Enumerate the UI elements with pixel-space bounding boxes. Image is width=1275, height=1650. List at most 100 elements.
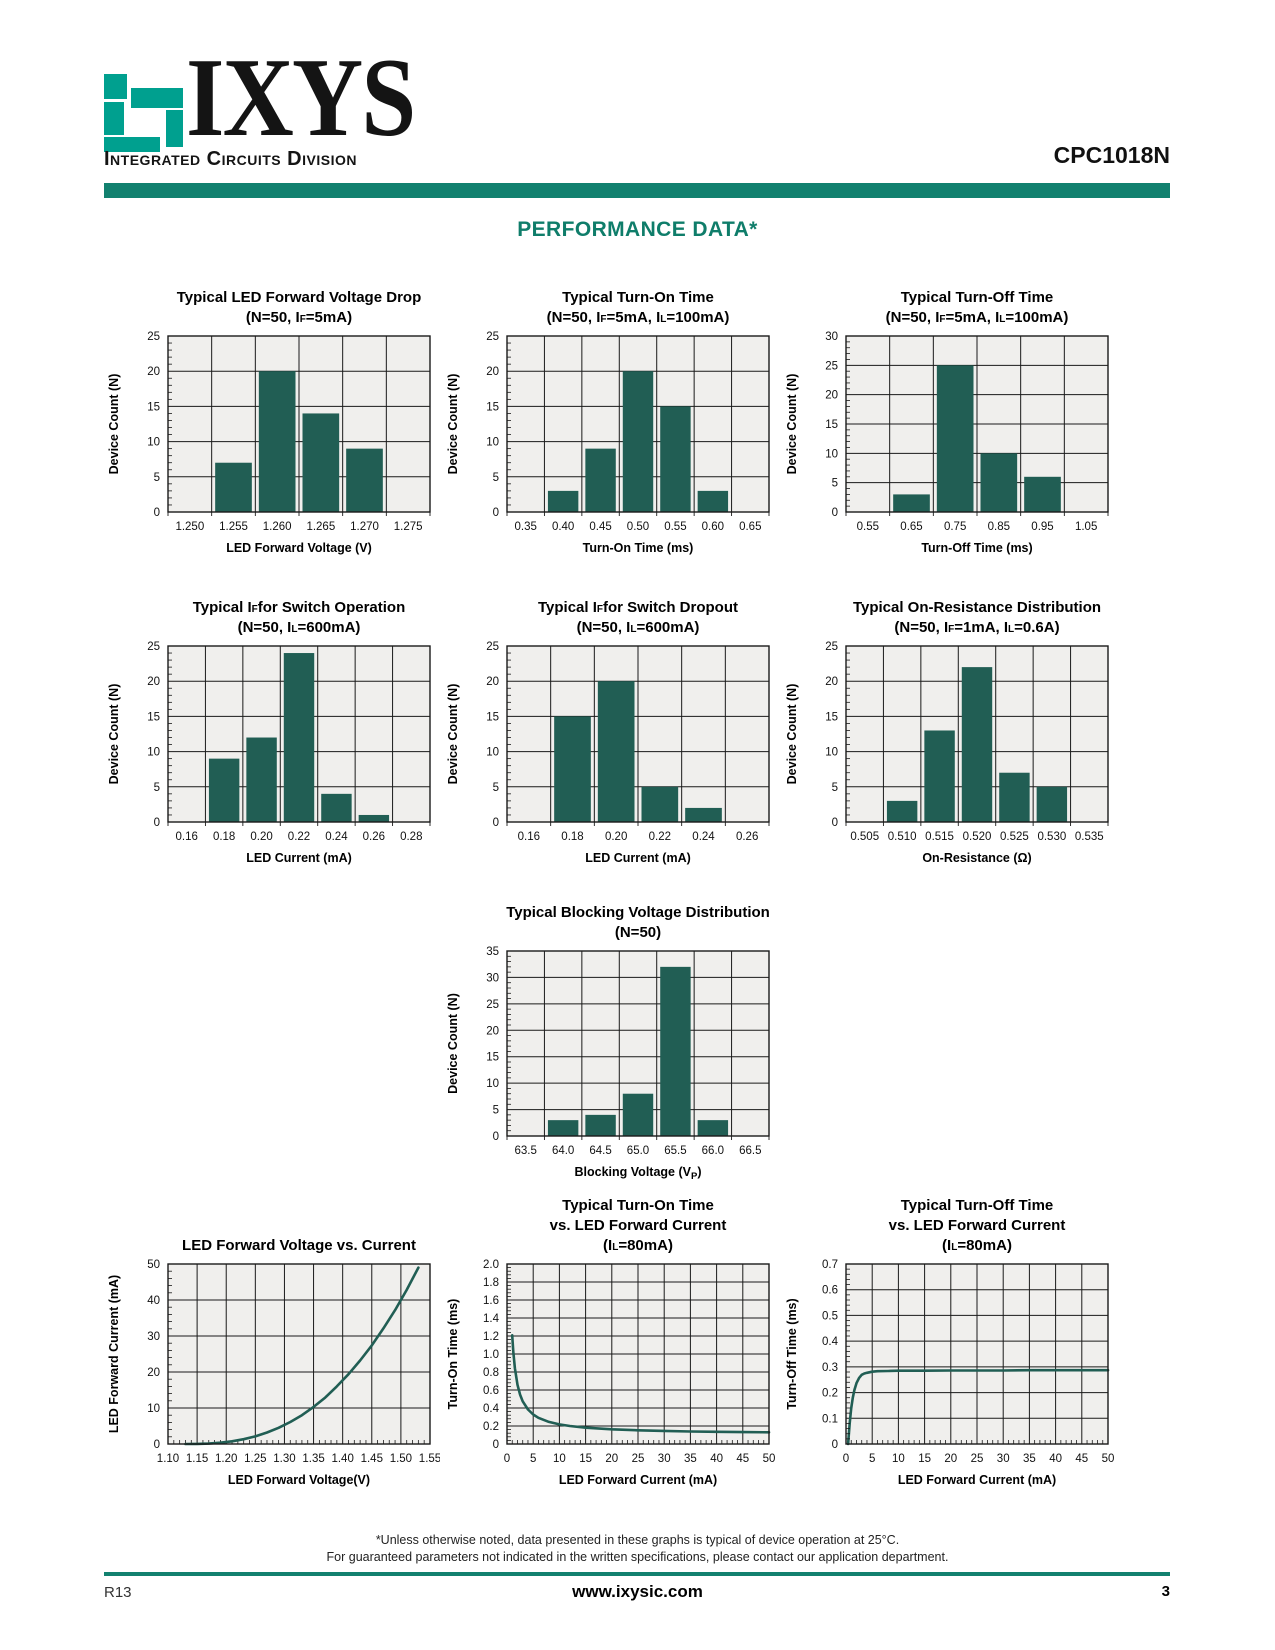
on-resistance-hist-ylabel: Device Count (N) [785, 684, 799, 785]
svg-text:0.2: 0.2 [822, 1388, 838, 1400]
svg-text:0: 0 [493, 507, 499, 519]
svg-text:1.20: 1.20 [215, 1453, 237, 1465]
svg-text:10: 10 [825, 448, 838, 460]
svg-text:10: 10 [486, 747, 499, 759]
if-switch-operation-hist-bar-0.24 [321, 793, 352, 822]
svg-text:1.55: 1.55 [419, 1453, 440, 1465]
svg-text:0.20: 0.20 [250, 831, 272, 843]
blocking-voltage-hist-bar-65.0 [622, 1093, 654, 1136]
svg-text:0.40: 0.40 [552, 521, 574, 533]
svg-text:15: 15 [918, 1453, 931, 1465]
svg-text:0: 0 [493, 1131, 499, 1143]
turn-on-time-hist-bar-0.50 [622, 371, 654, 512]
if-switch-operation-hist-ylabel: Device Count (N) [107, 684, 121, 785]
svg-text:0: 0 [832, 507, 838, 519]
on-resistance-hist-bar-0.515 [924, 730, 955, 822]
svg-text:1.50: 1.50 [390, 1453, 412, 1465]
svg-text:0: 0 [493, 1439, 499, 1451]
led-forward-voltage-drop-hist-plot: 1.250 1.255 1.260 1.265 1.270 1.275 0 5 10 15 20 25… [107, 331, 431, 555]
svg-text:10: 10 [486, 1078, 499, 1090]
turn-on-time-hist-plot: 0.35 0.40 0.45 0.50 0.55 0.60 0.65 0 5 10 15 20 25 De… [446, 331, 770, 555]
svg-text:20: 20 [486, 1025, 499, 1037]
svg-text:10: 10 [553, 1453, 566, 1465]
svg-text:0.510: 0.510 [888, 831, 917, 843]
svg-text:0.525: 0.525 [1000, 831, 1029, 843]
turn-off-time-hist-title: Typical Turn-Off Time (N=50, I F =5mA, I L =1… [885, 289, 1069, 326]
blocking-voltage-hist-bar-66.0 [697, 1120, 729, 1136]
turn-off-time-hist-ylabel: Device Count (N) [785, 374, 799, 475]
svg-text:0.45: 0.45 [589, 521, 611, 533]
led-forward-voltage-drop-hist-title: Typical LED Forward Voltage Drop (N=50, I… [176, 289, 422, 326]
svg-text:1.10: 1.10 [157, 1453, 179, 1465]
if-switch-dropout-hist-xlabel: LED Current (mA) [585, 851, 691, 865]
led-forward-voltage-vs-current-plot: 1.10 1.15 1.20 1.25 1.30 1.35 1.40 1.45 1.50 1.55… [107, 1259, 441, 1487]
svg-text:64.5: 64.5 [589, 1145, 611, 1157]
svg-text:50: 50 [1102, 1453, 1115, 1465]
turn-off-time-vs-led-current-title: Typical Turn-Off Time vs. LED Forward Cur… [888, 1197, 1066, 1254]
svg-text:45: 45 [1075, 1453, 1088, 1465]
turn-off-time-vs-led-current-xlabel: LED Forward Current (mA) [898, 1473, 1056, 1487]
svg-text:10: 10 [892, 1453, 905, 1465]
svg-text:5: 5 [493, 1105, 499, 1117]
svg-text:5: 5 [832, 478, 838, 490]
blocking-voltage-hist-bar-64.0 [547, 1120, 579, 1136]
turn-on-time-hist-bar-0.55 [660, 406, 691, 512]
svg-text:0.65: 0.65 [739, 521, 761, 533]
led-forward-voltage-vs-current-xlabel: LED Forward Voltage(V) [228, 1473, 370, 1487]
svg-text:0.65: 0.65 [900, 521, 922, 533]
svg-text:1.255: 1.255 [219, 521, 248, 533]
turn-off-time-hist-plot: 0.55 0.65 0.75 0.85 0.95 1.05 0 5 10 15 20 25 30 Devi… [785, 331, 1109, 555]
svg-text:0.1: 0.1 [822, 1413, 838, 1425]
svg-text:0.35: 0.35 [515, 521, 537, 533]
led-forward-voltage-vs-current-ylabel: LED Forward Current (mA) [107, 1275, 121, 1433]
svg-text:25: 25 [147, 641, 160, 653]
svg-text:1.45: 1.45 [361, 1453, 383, 1465]
blocking-voltage-hist-plot: 63.5 64.0 64.5 65.0 65.5 66.0 66.5 0 5 10 15 20 25 30… [446, 946, 770, 1182]
part-number: CPC1018N [1053, 142, 1170, 168]
svg-text:10: 10 [147, 1403, 160, 1415]
svg-text:1.15: 1.15 [186, 1453, 208, 1465]
svg-text:30: 30 [486, 972, 499, 984]
footnote-line2: For guaranteed parameters not indicated … [326, 1550, 949, 1564]
turn-off-time-hist-bar-0.85 [980, 453, 1018, 512]
svg-text:1.2: 1.2 [483, 1331, 499, 1343]
svg-text:0.2: 0.2 [483, 1421, 499, 1433]
svg-text:30: 30 [658, 1453, 671, 1465]
svg-text:40: 40 [1049, 1453, 1062, 1465]
svg-text:25: 25 [971, 1453, 984, 1465]
svg-text:1.25: 1.25 [244, 1453, 266, 1465]
svg-text:20: 20 [825, 676, 838, 688]
svg-text:10: 10 [486, 437, 499, 449]
turn-on-time-hist-xlabel: Turn-On Time (ms) [583, 541, 694, 555]
svg-text:1.270: 1.270 [350, 521, 379, 533]
svg-text:25: 25 [825, 641, 838, 653]
svg-text:20: 20 [605, 1453, 618, 1465]
svg-text:20: 20 [486, 676, 499, 688]
svg-text:25: 25 [632, 1453, 645, 1465]
turn-off-time-hist-xlabel: Turn-Off Time (ms) [921, 541, 1032, 555]
on-resistance-hist-xlabel: On-Resistance (Ω) [922, 851, 1031, 865]
svg-text:15: 15 [825, 419, 838, 431]
svg-text:1.6: 1.6 [483, 1295, 499, 1307]
svg-text:1.8: 1.8 [483, 1277, 499, 1289]
revision-code: R13 [104, 1584, 132, 1601]
chart-turn-off-vs-led-current: Typical Turn-Off Time vs. LED Forward Cur… [782, 1196, 1118, 1497]
svg-text:30: 30 [997, 1453, 1010, 1465]
blocking-voltage-hist-bar-64.5 [585, 1114, 616, 1136]
svg-text:25: 25 [486, 641, 499, 653]
if-switch-operation-hist-bar-0.22 [283, 653, 315, 822]
svg-text:20: 20 [147, 676, 160, 688]
svg-text:45: 45 [736, 1453, 749, 1465]
svg-text:20: 20 [825, 390, 838, 402]
if-switch-operation-hist-bar-0.20 [246, 737, 277, 822]
website-url: www.ixysic.com [572, 1582, 703, 1601]
page-number: 3 [1161, 1583, 1170, 1600]
svg-text:0.530: 0.530 [1037, 831, 1066, 843]
chart-on-resistance: Typical On-Resistance Distribution (N=50,… [782, 598, 1118, 875]
svg-text:0.50: 0.50 [627, 521, 649, 533]
svg-text:0: 0 [504, 1453, 510, 1465]
if-switch-dropout-hist-bar-0.18 [554, 716, 591, 822]
turn-on-time-vs-led-current-xlabel: LED Forward Current (mA) [559, 1473, 717, 1487]
